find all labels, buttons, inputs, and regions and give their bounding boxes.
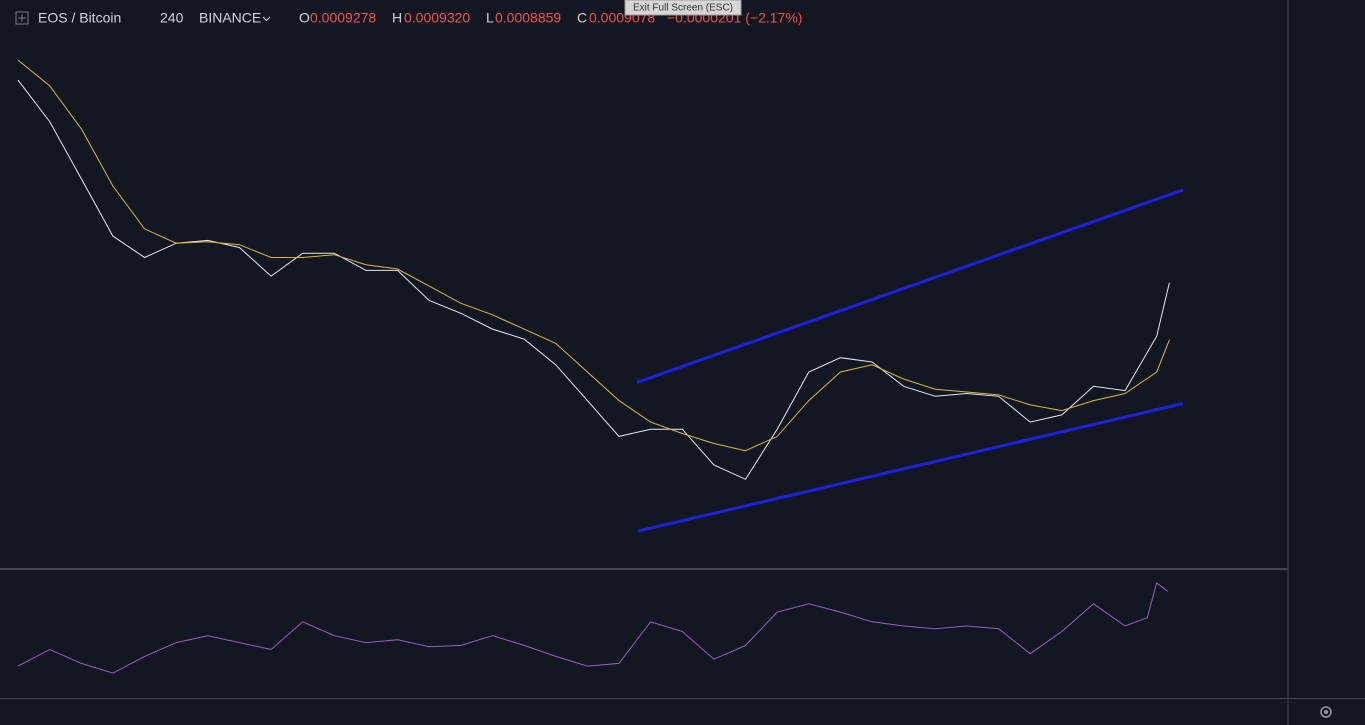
moving-average — [17, 79, 1170, 480]
symbol-title[interactable]: EOS / Bitcoin — [38, 10, 121, 26]
trend-line — [636, 188, 1184, 384]
dropdown-arrow[interactable] — [262, 16, 271, 22]
close-key: C — [577, 10, 587, 26]
trend-line — [637, 402, 1184, 533]
moving-average — [17, 59, 1170, 452]
high-key: H — [392, 10, 402, 26]
tooltip-text[interactable]: Exit Full Screen (ESC) — [633, 3, 733, 14]
interval[interactable]: 240 — [160, 10, 184, 26]
exchange[interactable]: BINANCE — [199, 10, 261, 26]
fullscreen-tooltip[interactable]: Exit Full Screen (ESC) — [624, 0, 742, 16]
plot-area — [17, 59, 1184, 674]
open-value: 0.0009278 — [310, 10, 376, 26]
low-key: L — [486, 10, 494, 26]
settings-icon — [1324, 710, 1328, 714]
low-value: 0.0008859 — [495, 10, 561, 26]
open-key: O — [299, 10, 310, 26]
high-value: 0.0009320 — [404, 10, 470, 26]
symbol-icon[interactable] — [15, 11, 29, 25]
rsi-line — [17, 582, 1169, 674]
tooltip-box[interactable] — [624, 0, 742, 16]
settings-icon[interactable] — [1320, 706, 1332, 718]
settings-button[interactable] — [1320, 706, 1332, 718]
